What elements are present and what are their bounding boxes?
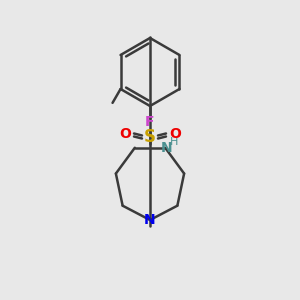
Text: O: O (169, 127, 181, 141)
Text: H: H (170, 137, 178, 147)
Text: S: S (144, 128, 156, 146)
Text: N: N (160, 141, 172, 155)
Text: N: N (144, 213, 156, 227)
Text: O: O (119, 127, 131, 141)
Text: F: F (145, 115, 155, 129)
